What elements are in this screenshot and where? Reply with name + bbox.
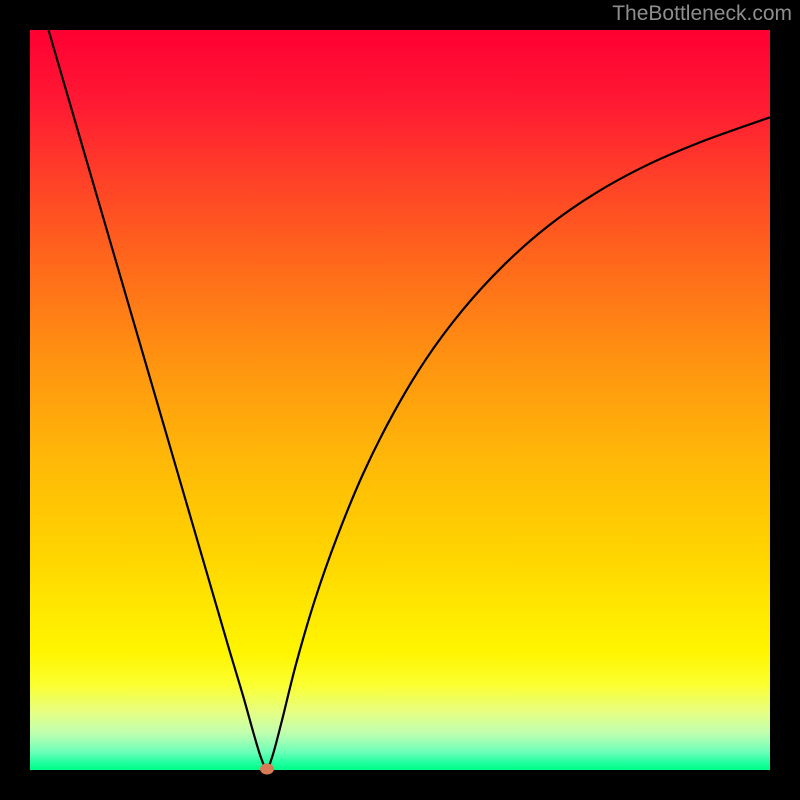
optimum-marker	[260, 763, 274, 774]
plot-area	[30, 30, 770, 770]
bottleneck-curve	[30, 30, 770, 770]
curve-path	[49, 30, 771, 769]
watermark-text: TheBottleneck.com	[612, 2, 792, 26]
